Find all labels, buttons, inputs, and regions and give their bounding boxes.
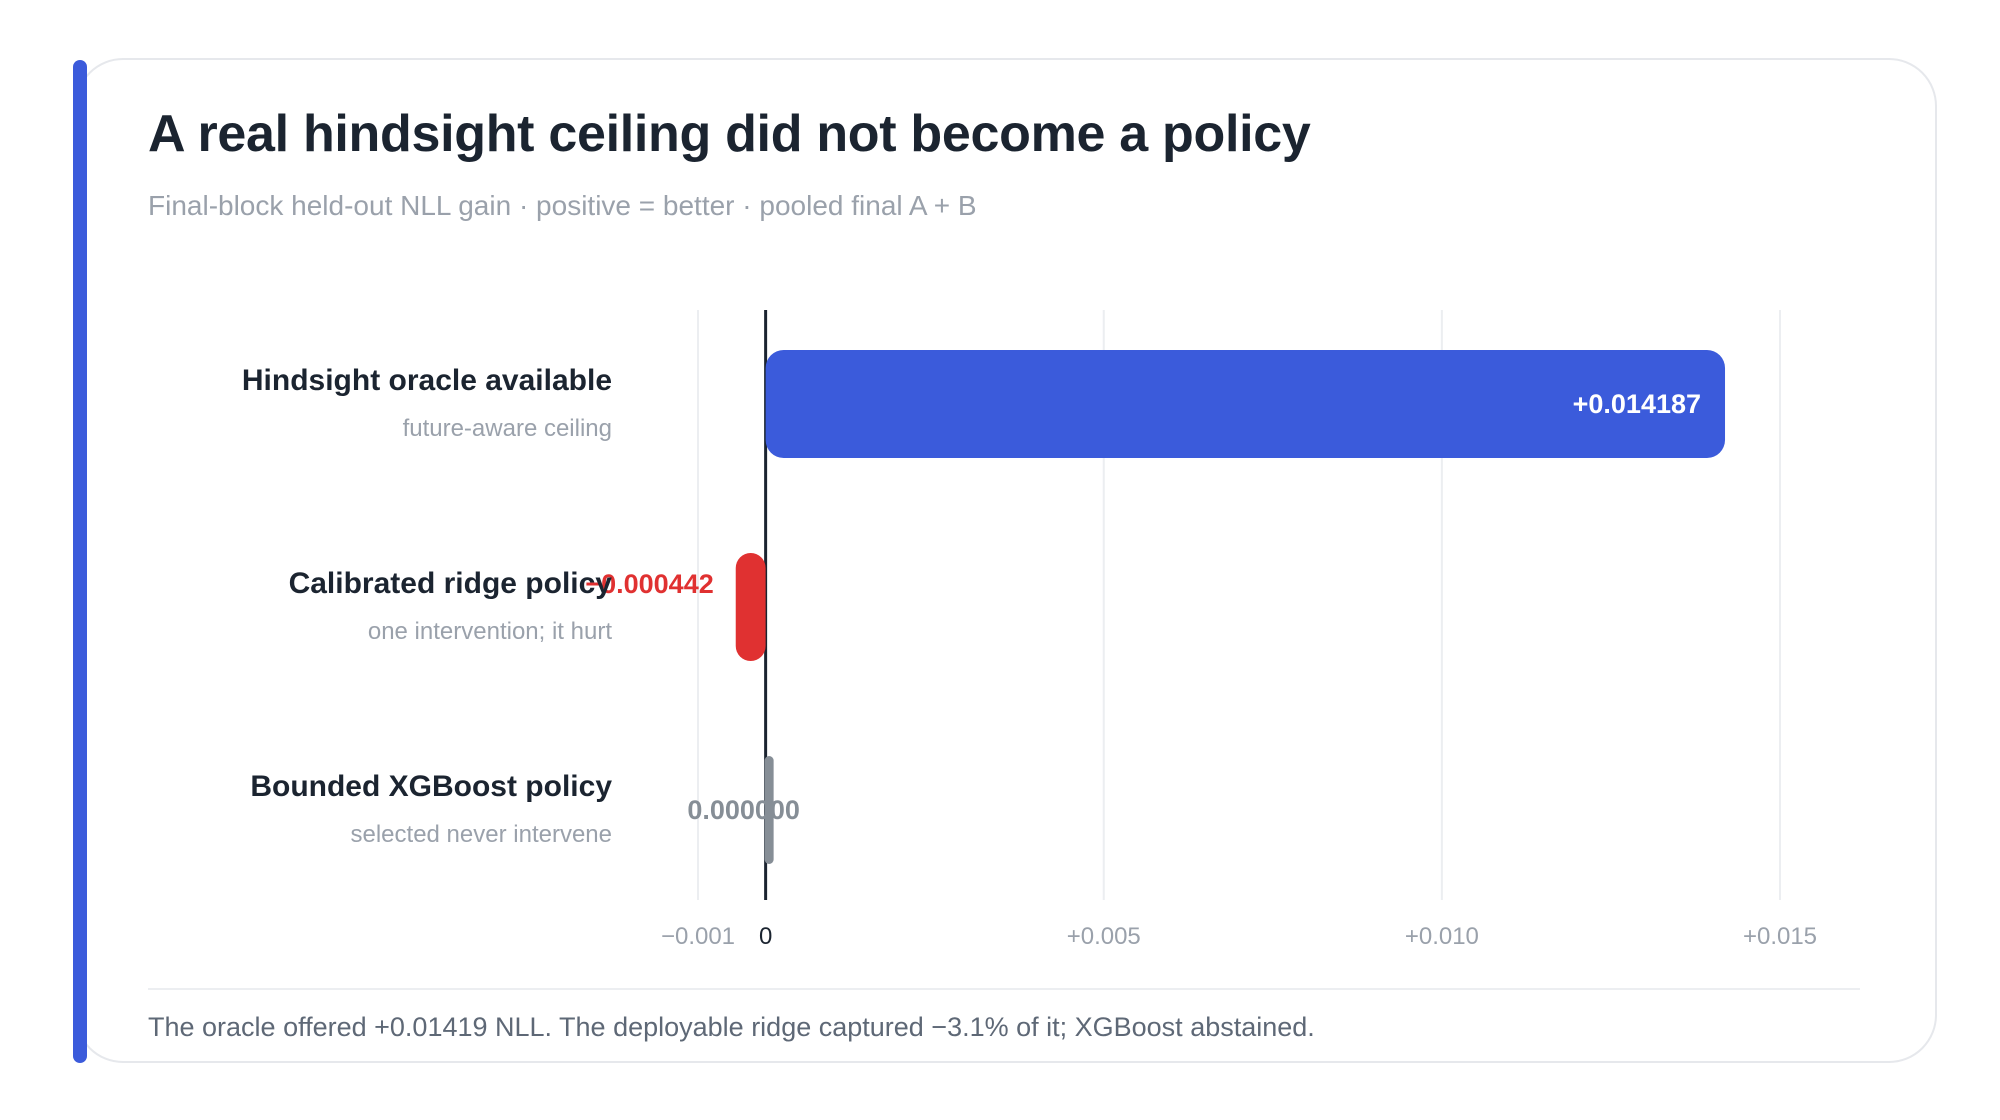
bar	[764, 756, 774, 864]
x-axis-ticks: −0.001 0 +0.005 +0.010 +0.015	[661, 923, 1817, 950]
chart-card	[75, 58, 1937, 1063]
data-label: −0.000442	[585, 569, 713, 599]
footnote: The oracle offered +0.01419 NLL. The dep…	[148, 1012, 1315, 1042]
footer-divider	[148, 988, 1860, 990]
x-tick-label: +0.015	[1743, 923, 1817, 950]
x-tick-label: +0.005	[1067, 923, 1141, 950]
data-label: +0.014187	[1573, 389, 1701, 419]
category-label: Calibrated ridge policy	[289, 567, 613, 600]
category-label: Bounded XGBoost policy	[250, 770, 612, 803]
x-tick-label: 0	[759, 923, 772, 950]
category-description: future-aware ceiling	[403, 415, 612, 442]
chart-subtitle: Final-block held-out NLL gain · positive…	[148, 190, 977, 221]
category-description: selected never intervene	[351, 821, 613, 848]
category-label: Hindsight oracle available	[242, 364, 612, 397]
data-label: 0.000000	[687, 795, 800, 825]
bar	[735, 553, 766, 661]
x-tick-label: −0.001	[661, 923, 735, 950]
bar	[765, 350, 1726, 458]
x-tick-label: +0.010	[1405, 923, 1479, 950]
chart-title: A real hindsight ceiling did not become …	[148, 105, 1311, 163]
accent-bar	[73, 60, 87, 1063]
category-description: one intervention; it hurt	[368, 618, 612, 645]
bars	[735, 350, 1726, 864]
category-labels: +0.014187 Hindsight oracle available futur…	[242, 364, 1701, 848]
